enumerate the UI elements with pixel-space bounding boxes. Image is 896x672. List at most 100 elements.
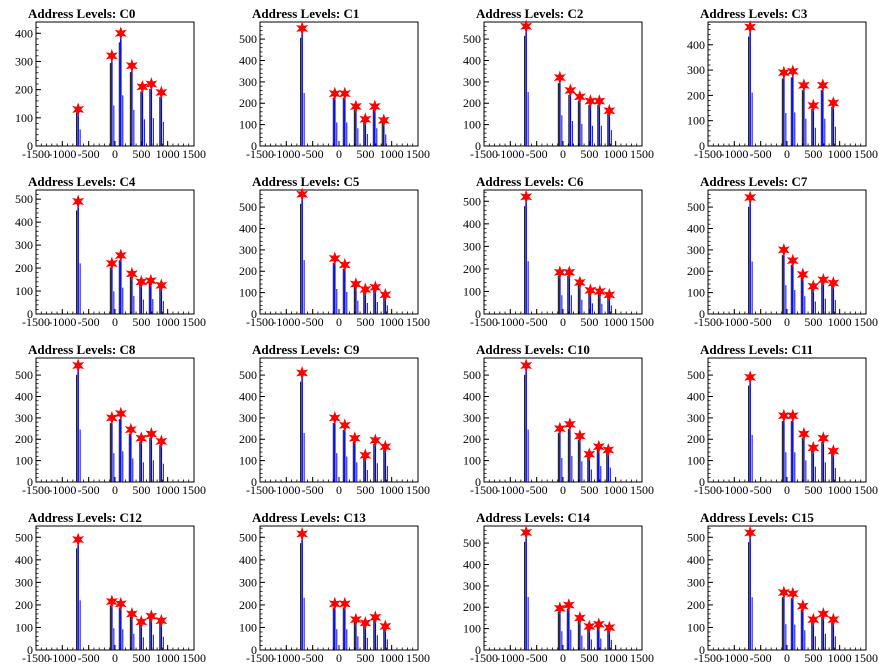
y-tick-label: 300 [239,75,257,89]
y-tick-label: 400 [463,53,481,67]
peak-marker [338,86,351,101]
x-tick-label: 1000 [604,483,628,497]
y-tick-label: 300 [463,579,481,593]
x-tick-label: -1500 [470,651,498,665]
peak-marker [777,585,790,600]
x-tick-label: -500 [78,651,100,665]
x-tick-label: -1000 [720,483,748,497]
x-tick-label: -1000 [720,651,748,665]
y-tick-label: 400 [239,53,257,67]
peak-marker [114,26,127,41]
x-tick-label: 0 [560,315,566,329]
x-tick-label: 0 [336,483,342,497]
peak-marker [583,619,596,634]
peak-marker [786,586,799,601]
chart-title: Address Levels: C8 [28,342,136,357]
x-tick-label: 500 [580,147,598,161]
x-tick-label: -1000 [272,315,300,329]
peak-marker [379,439,392,454]
peak-marker [135,274,148,289]
y-tick-label: 100 [239,286,257,300]
chart-title: Address Levels: C2 [476,6,584,21]
x-tick-label: -1500 [246,651,274,665]
peak-marker [145,609,158,624]
histogram-svg: 0 100 200 300 400 500 -1500-1000 -500 0 500 1000 15… [463,357,654,497]
peak-marker [786,408,799,423]
histogram-panel: Address Levels: C9 0 100 200 300 400 500 -1500-… [224,336,448,504]
peak-marker [584,94,597,109]
y-tick-label: 400 [239,221,257,235]
histogram-panel: Address Levels: C7 0 100 200 300 400 500 -1500-… [672,168,896,336]
plot-frame [483,357,643,483]
histogram-panel: Address Levels: C6 0 100 200 300 400 500 -1500-… [448,168,672,336]
x-tick-label: 0 [784,315,790,329]
y-tick-label: 300 [15,54,33,68]
chart-title: Address Levels: C0 [28,6,136,21]
x-tick-label: 1500 [854,483,878,497]
histogram-svg: 0 100 200 300 400 500 -1500-1000 -500 0 500 1000 15… [687,189,878,329]
x-tick-label: 0 [336,651,342,665]
x-tick-label: -1000 [272,483,300,497]
x-tick-label: -500 [302,651,324,665]
peak-marker [359,112,372,127]
histogram-svg: 0 100 200 300 400 -1500-1000 -500 0 500 1000 1500 [15,21,206,161]
plot-frame [259,189,419,315]
peak-marker [786,253,799,268]
histogram-svg: 0 100 200 300 400 500 -1500-1000 -500 0 500 1000 15… [239,21,430,161]
x-tick-label: -500 [526,483,548,497]
peak-marker [349,612,362,627]
peak-marker [338,418,351,433]
y-tick-label: 300 [239,575,257,589]
y-tick-label: 200 [239,96,257,110]
x-tick-label: -1000 [48,315,76,329]
x-tick-label: -1000 [720,315,748,329]
y-tick-label: 400 [15,389,33,403]
x-tick-label: 500 [132,651,150,665]
histogram-svg: 0 100 200 300 400 500 -1500-1000 -500 0 500 1000 15… [239,187,430,329]
peak-marker [379,287,392,302]
x-tick-label: -500 [750,315,772,329]
peak-marker [72,358,85,373]
chart-title: Address Levels: C12 [28,510,142,525]
x-tick-label: -1500 [694,483,722,497]
chart-title: Address Levels: C15 [700,510,814,525]
plot-frame [35,189,195,315]
x-tick-label: -1500 [246,147,274,161]
x-tick-label: -1000 [720,147,748,161]
y-tick-label: 0 [251,643,257,657]
y-tick-label: 200 [687,432,705,446]
y-tick-label: 200 [463,96,481,110]
plot-frame [483,21,643,147]
x-tick-label: -500 [526,651,548,665]
y-tick-label: 200 [687,264,705,278]
peak-marker [369,610,382,625]
peak-marker [369,280,382,295]
x-tick-label: 1500 [854,651,878,665]
peak-marker [777,408,790,423]
y-tick-label: 100 [15,284,33,298]
y-tick-label: 500 [463,536,481,550]
peak-marker [807,612,820,627]
chart-title: Address Levels: C3 [700,6,808,21]
peak-marker [72,194,85,209]
y-tick-label: 0 [27,307,33,321]
peak-marker [564,83,577,98]
peak-marker [349,277,362,291]
peak-marker [369,433,382,448]
y-tick-label: 200 [15,83,33,97]
histogram-panel: Address Levels: C14 0 100 200 300 400 500 -1500… [448,504,672,672]
x-tick-label: 0 [560,483,566,497]
x-tick-label: 1000 [828,483,852,497]
x-tick-label: 500 [580,315,598,329]
peak-marker [807,440,820,455]
y-tick-label: 400 [687,553,705,567]
histogram-panel: Address Levels: C13 0 100 200 300 400 500 -1500… [224,504,448,672]
peak-marker [125,607,138,621]
peak-marker [155,613,168,628]
peak-marker [124,422,137,437]
y-tick-label: 400 [463,557,481,571]
plot-frame [259,525,419,651]
histogram-svg: 0 100 200 300 400 500 -1500-1000 -500 0 500 1000 15… [463,19,654,161]
y-tick-label: 200 [463,262,481,276]
